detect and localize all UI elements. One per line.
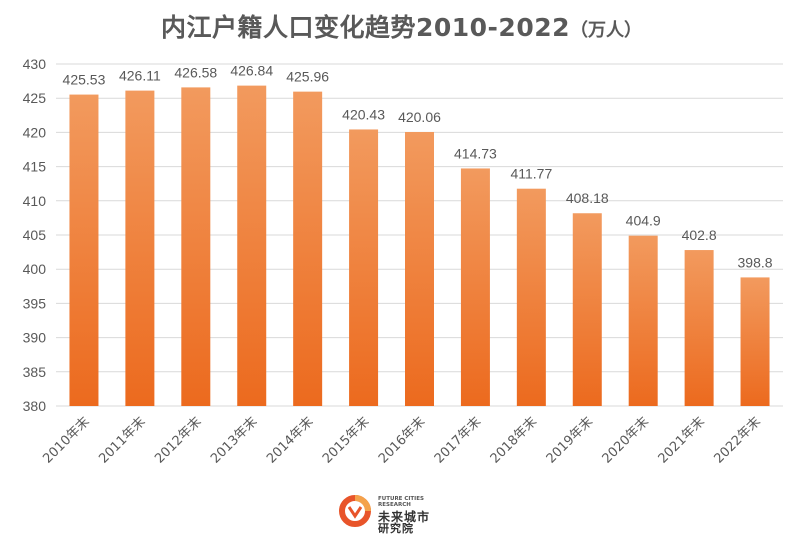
x-tick-label: 2014年末	[264, 414, 316, 466]
bars	[69, 85, 770, 407]
bar-value-label: 420.43	[342, 106, 385, 122]
x-tick-label: 2013年末	[208, 414, 260, 466]
bar	[516, 188, 546, 406]
chart-title-main: 内江户籍人口变化趋势2010-2022	[160, 13, 571, 42]
x-tick-label: 2019年末	[544, 414, 596, 466]
x-tick-label: 2016年末	[376, 414, 428, 466]
bar-value-label: 408.18	[566, 190, 609, 206]
bar-value-label: 426.58	[174, 64, 217, 80]
x-tick-label: 2020年末	[600, 414, 652, 466]
y-tick-label: 415	[23, 159, 47, 175]
y-tick-label: 405	[23, 227, 47, 243]
bar-value-label: 398.8	[738, 254, 773, 270]
bar-value-label: 404.9	[626, 213, 661, 229]
chart-title: 内江户籍人口变化趋势2010-2022（万人）	[0, 8, 803, 44]
logo-chinese-line2: 研究院	[378, 522, 414, 535]
x-tick-label: 2017年末	[432, 414, 484, 466]
x-tick-label: 2015年末	[320, 414, 372, 466]
y-axis-tick-labels: 380 385 390 395 400 405 410 415 420 425 430	[23, 56, 47, 414]
bar	[740, 277, 770, 406]
x-tick-label: 2021年末	[656, 414, 708, 466]
y-tick-label: 420	[23, 124, 47, 140]
future-cities-research-logo: FUTURE CITIES RESEARCH 未来城市 研究院	[338, 492, 448, 535]
bar-value-label: 402.8	[682, 227, 717, 243]
y-tick-label: 400	[23, 261, 47, 277]
bar	[684, 250, 714, 406]
x-axis-tick-labels: 2010年末 2011年末 2012年末 2013年末 2014年末 2015年末 2016…	[40, 414, 763, 466]
bar	[237, 85, 267, 406]
bar	[460, 168, 490, 406]
bar	[125, 90, 155, 406]
logo-chinese-line1: 未来城市	[378, 510, 431, 524]
data-labels: 425.53 426.11 426.58 426.84 425.96 420.43 420.…	[63, 63, 773, 271]
y-tick-label: 380	[23, 398, 47, 414]
bar-value-label: 426.84	[230, 63, 273, 79]
y-tick-label: 395	[23, 295, 47, 311]
bar-value-label: 426.11	[119, 68, 161, 84]
logo-ring-icon	[339, 495, 371, 527]
logo-english-text: FUTURE CITIES RESEARCH	[378, 496, 424, 508]
bar	[349, 129, 379, 406]
y-tick-label: 430	[23, 56, 47, 72]
bar	[69, 94, 99, 406]
bar	[293, 91, 323, 406]
y-tick-label: 425	[23, 90, 47, 106]
bar-value-label: 425.96	[286, 69, 329, 85]
bar-value-label: 420.06	[398, 109, 441, 125]
bar	[181, 87, 211, 407]
x-tick-label: 2012年末	[152, 414, 204, 466]
y-tick-label: 410	[23, 193, 47, 209]
bar	[628, 235, 658, 406]
x-tick-label: 2011年末	[96, 414, 148, 466]
x-tick-label: 2022年末	[711, 414, 763, 466]
y-tick-label: 390	[23, 330, 47, 346]
x-tick-label: 2010年末	[40, 414, 92, 466]
bar-value-label: 425.53	[63, 72, 106, 88]
bar-value-label: 411.77	[510, 166, 552, 182]
bar	[572, 213, 602, 406]
bar-value-label: 414.73	[454, 145, 497, 161]
x-tick-label: 2018年末	[488, 414, 540, 466]
chart-title-unit: （万人）	[570, 20, 643, 41]
bar	[405, 131, 434, 406]
y-tick-label: 385	[23, 364, 47, 380]
